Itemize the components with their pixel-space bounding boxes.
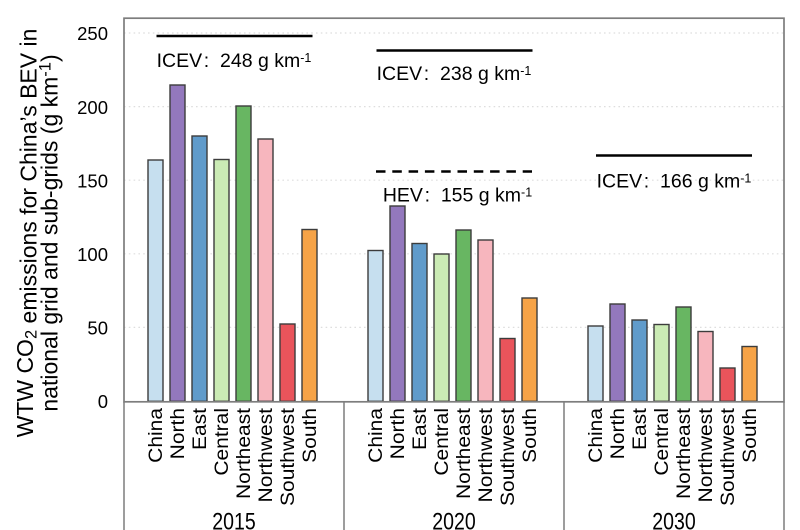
svg-text:South: South xyxy=(739,408,760,463)
svg-text:200: 200 xyxy=(77,97,108,118)
svg-text:2020: 2020 xyxy=(432,508,475,530)
svg-text:250: 250 xyxy=(77,23,108,44)
svg-text:2030: 2030 xyxy=(652,508,695,530)
svg-text:Northeast: Northeast xyxy=(673,408,694,499)
svg-text:China: China xyxy=(145,407,166,462)
svg-text:East: East xyxy=(409,408,430,450)
svg-text:HEV : 155 g km-1: HEV : 155 g km-1 xyxy=(383,185,532,207)
svg-text:South: South xyxy=(519,408,540,463)
svg-text:North: North xyxy=(167,408,188,459)
svg-text:Central: Central xyxy=(431,408,452,476)
svg-text:Northwest: Northwest xyxy=(475,408,496,503)
svg-text:WTW CO2 emissions for China’s: WTW CO2 emissions for China’s BEV in xyxy=(12,29,42,438)
svg-text:China: China xyxy=(365,407,386,462)
svg-text:ICEV : 238 g km-1: ICEV : 238 g km-1 xyxy=(377,63,532,85)
svg-text:national grid and sub-grids (g: national grid and sub-grids (g km-1) xyxy=(37,54,63,411)
svg-text:Southwest: Southwest xyxy=(717,408,738,506)
svg-text:Central: Central xyxy=(651,408,672,476)
svg-text:ICEV : 248 g km-1: ICEV : 248 g km-1 xyxy=(157,50,312,72)
svg-text:Central: Central xyxy=(211,408,232,476)
svg-text:Northeast: Northeast xyxy=(453,408,474,499)
svg-text:0: 0 xyxy=(98,391,108,412)
svg-text:Southwest: Southwest xyxy=(277,408,298,506)
svg-text:East: East xyxy=(189,408,210,450)
svg-text:Southwest: Southwest xyxy=(497,408,518,506)
svg-text:Northeast: Northeast xyxy=(233,408,254,499)
svg-text:East: East xyxy=(629,408,650,450)
svg-text:150: 150 xyxy=(77,170,108,191)
svg-text:North: North xyxy=(607,408,628,459)
svg-text:ICEV : 166 g km-1: ICEV : 166 g km-1 xyxy=(597,171,752,193)
svg-text:2015: 2015 xyxy=(212,508,255,530)
svg-text:50: 50 xyxy=(87,318,108,339)
svg-text:100: 100 xyxy=(77,244,108,265)
svg-text:South: South xyxy=(299,408,320,463)
svg-text:Northwest: Northwest xyxy=(695,408,716,503)
svg-text:North: North xyxy=(387,408,408,459)
svg-text:China: China xyxy=(585,407,606,462)
svg-text:Northwest: Northwest xyxy=(255,408,276,503)
